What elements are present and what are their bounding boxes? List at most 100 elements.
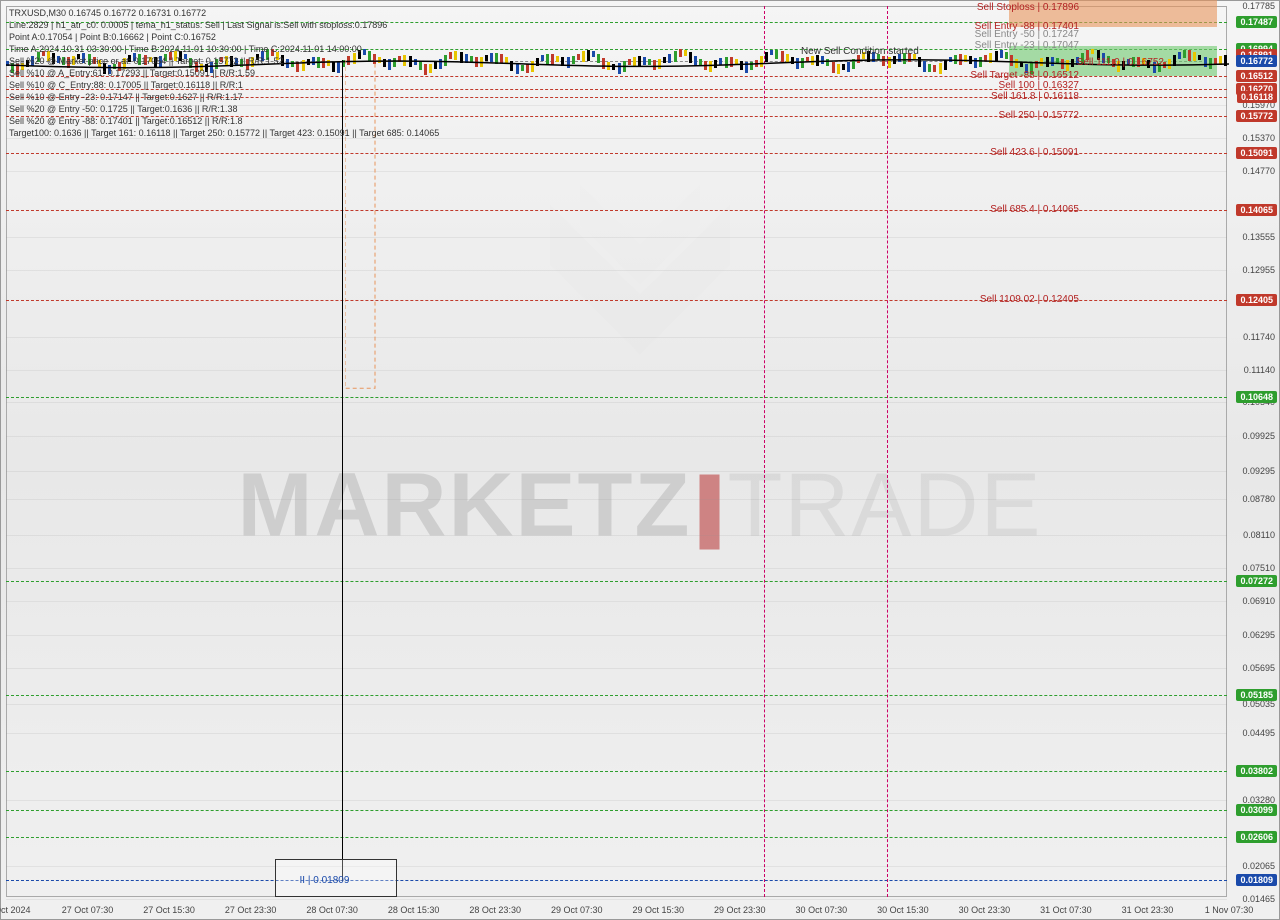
- symbol-text: TRXUSD,M30: [9, 8, 66, 18]
- y-tick: 0.13555: [1242, 232, 1275, 242]
- y-price-badge: 0.03099: [1236, 804, 1277, 816]
- y-price-badge: 0.05185: [1236, 689, 1277, 701]
- y-tick: 0.08110: [1243, 530, 1275, 540]
- y-tick: 0.02065: [1242, 861, 1275, 871]
- x-tick: 28 Oct 07:30: [306, 905, 358, 915]
- horizontal-level-line: [6, 810, 1227, 811]
- gridline: [6, 733, 1227, 734]
- x-axis: 26 Oct 202427 Oct 07:3027 Oct 15:3027 Oc…: [6, 899, 1227, 917]
- y-price-badge: 0.02606: [1236, 831, 1277, 843]
- gridline: [6, 704, 1227, 705]
- vertical-time-line: [887, 6, 888, 897]
- info-line: Sell %10 @ A_Entry:61: 0.17293 || Target…: [9, 67, 439, 79]
- chart-container: MARKETZTRADE Sell Stoploss | 0.17896Sell…: [0, 0, 1280, 920]
- y-tick: 0.11740: [1243, 332, 1275, 342]
- gridline: [6, 402, 1227, 403]
- x-tick: 30 Oct 07:30: [796, 905, 848, 915]
- sell-level-label: Sell 100 | 0.16327: [999, 80, 1079, 91]
- gridline: [6, 436, 1227, 437]
- y-price-badge: 0.14065: [1236, 204, 1277, 216]
- info-line: Sell %10 @ C_Entry:88: 0.17005 || Target…: [9, 79, 439, 91]
- sell-level-label: Sell Entry -50 | 0.17247: [975, 29, 1079, 40]
- gridline: [6, 337, 1227, 338]
- spike-return-path: [345, 60, 405, 881]
- horizontal-level-line: [6, 695, 1227, 696]
- x-tick: 30 Oct 23:30: [959, 905, 1011, 915]
- ohlc-text: 0.16745 0.16772 0.16731 0.16772: [69, 8, 207, 18]
- watermark-bar-icon: [699, 474, 719, 549]
- info-line: Time A:2024.10.31 03:30:00 | Time B:2024…: [9, 43, 439, 55]
- horizontal-level-line: [6, 837, 1227, 838]
- y-tick: 0.05695: [1242, 663, 1275, 673]
- info-line: Sell %20 @ Entry -88: 0.17401 || Target:…: [9, 115, 439, 127]
- y-tick: 0.12955: [1242, 265, 1275, 275]
- y-price-badge: 0.16512: [1236, 70, 1277, 82]
- gridline: [6, 635, 1227, 636]
- y-tick: 0.15370: [1242, 133, 1275, 143]
- sell-level-label: Sell Entry -23 | 0.17047: [975, 40, 1079, 51]
- info-panel: TRXUSD,M30 0.16745 0.16772 0.16731 0.167…: [9, 7, 439, 139]
- gridline: [6, 270, 1227, 271]
- new-sell-condition-label: New Sell Condition started: [801, 46, 919, 57]
- x-tick: 1 Nov 07:30: [1205, 905, 1254, 915]
- y-price-badge: 0.15091: [1236, 147, 1277, 159]
- gridline: [6, 568, 1227, 569]
- vertical-time-line: [764, 6, 765, 897]
- horizontal-level-line: [6, 771, 1227, 772]
- symbol-title: TRXUSD,M30 0.16745 0.16772 0.16731 0.167…: [9, 7, 439, 19]
- gridline: [6, 171, 1227, 172]
- y-price-badge: 0.01809: [1236, 874, 1277, 886]
- y-price-badge: 0.16772: [1236, 55, 1277, 67]
- gridline: [6, 866, 1227, 867]
- y-price-badge: 0.12405: [1236, 294, 1277, 306]
- info-lines-rest: Line:2829 | h1_atr_c0: 0.0005 | tema_h1_…: [9, 19, 439, 139]
- horizontal-level-line: [6, 581, 1227, 582]
- y-axis: 0.177850.159700.153700.147700.135550.129…: [1229, 6, 1279, 897]
- gridline: [6, 535, 1227, 536]
- x-tick: 27 Oct 07:30: [62, 905, 114, 915]
- y-price-badge: 0.03802: [1236, 765, 1277, 777]
- y-tick: 0.09295: [1242, 466, 1275, 476]
- x-tick: 28 Oct 23:30: [469, 905, 521, 915]
- sell-level-label: Sell 1109.02 | 0.12405: [980, 294, 1079, 305]
- gridline: [6, 601, 1227, 602]
- x-tick: 31 Oct 23:30: [1122, 905, 1174, 915]
- sell-level-label: Sell 111.0 | 0.16752: [1077, 57, 1164, 68]
- sell-level-label: Sell 250 | 0.15772: [999, 110, 1079, 121]
- x-tick: 29 Oct 07:30: [551, 905, 603, 915]
- x-tick: 29 Oct 23:30: [714, 905, 766, 915]
- gridline: [6, 237, 1227, 238]
- y-price-badge: 0.07272: [1236, 575, 1277, 587]
- sell-level-label: Sell 685.4 | 0.14065: [990, 204, 1079, 215]
- x-tick: 29 Oct 15:30: [632, 905, 684, 915]
- x-tick: 31 Oct 07:30: [1040, 905, 1092, 915]
- y-tick: 0.07510: [1242, 563, 1275, 573]
- gridline: [6, 471, 1227, 472]
- y-tick: 0.08780: [1242, 494, 1275, 504]
- info-line: Sell %20 @ Entry -50: 0.1725 || Target:0…: [9, 103, 439, 115]
- x-tick: 27 Oct 15:30: [143, 905, 195, 915]
- x-tick: 26 Oct 2024: [0, 905, 31, 915]
- y-tick: 0.06910: [1242, 596, 1275, 606]
- bottom-price-label: II | 0.01809: [300, 875, 350, 886]
- y-price-badge: 0.16118: [1237, 91, 1277, 103]
- gridline: [6, 499, 1227, 500]
- info-line: Point A:0.17054 | Point B:0.16662 | Poin…: [9, 31, 439, 43]
- x-tick: 30 Oct 15:30: [877, 905, 929, 915]
- info-line: Sell %20 @ Market price or at: 0.17054 |…: [9, 55, 439, 67]
- y-tick: 0.11140: [1244, 365, 1275, 375]
- horizontal-level-line: [6, 397, 1227, 398]
- y-price-badge: 0.10648: [1236, 391, 1277, 403]
- sell-level-label: Sell 161.8 | 0.16118: [991, 91, 1079, 102]
- y-tick: 0.17785: [1242, 1, 1275, 11]
- sell-level-label: Sell 423.6 | 0.15091: [990, 147, 1079, 158]
- sell-level-label: Sell Stoploss | 0.17896: [977, 2, 1079, 13]
- gridline: [6, 800, 1227, 801]
- y-tick: 0.14770: [1242, 166, 1275, 176]
- y-price-badge: 0.17487: [1236, 16, 1277, 28]
- info-line: Sell %10 @ Entry -23: 0.17147 || Target:…: [9, 91, 439, 103]
- horizontal-level-line: [6, 880, 1227, 881]
- info-line: Line:2829 | h1_atr_c0: 0.0005 | tema_h1_…: [9, 19, 439, 31]
- gridline: [6, 668, 1227, 669]
- info-line: Target100: 0.1636 || Target 161: 0.16118…: [9, 127, 439, 139]
